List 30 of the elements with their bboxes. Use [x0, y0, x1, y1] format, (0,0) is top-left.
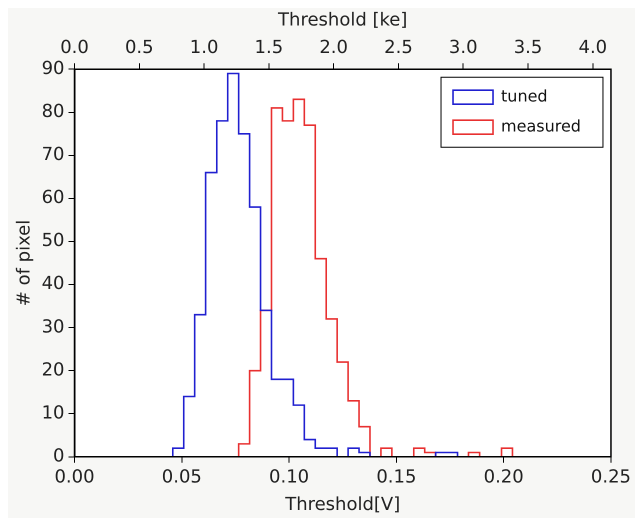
x2-tick-label: 1.0: [190, 37, 218, 58]
x2-tick-label: 2.5: [384, 37, 413, 58]
y-tick-label: 40: [42, 273, 65, 294]
x2-tick-label: 4.0: [578, 37, 608, 58]
x2-tick-label: 2.0: [319, 37, 348, 58]
y-tick-label: 80: [42, 100, 65, 122]
y-tick-label: 0: [53, 445, 65, 466]
y-tick-label: 20: [42, 359, 65, 380]
y-axis-title: # of pixel: [13, 220, 34, 306]
x2-tick-label: 0.5: [124, 37, 154, 58]
y-tick-label: 10: [42, 402, 65, 424]
legend-label: tuned: [501, 86, 548, 106]
x-tick-label: 0.00: [54, 466, 95, 488]
x2-tick-label: 3.0: [448, 37, 478, 58]
x-tick-label: 0.10: [269, 466, 310, 488]
x2-tick-label: 1.5: [254, 37, 284, 58]
x-tick-label: 0.25: [590, 466, 631, 488]
legend-label: measured: [501, 116, 581, 136]
x-tick-label: 0.05: [162, 466, 202, 488]
x-tick-label: 0.20: [484, 466, 524, 488]
y-tick-label: 60: [42, 187, 65, 208]
x2-tick-label: 0.0: [60, 37, 89, 58]
x-axis-title: Threshold[V]: [284, 494, 400, 515]
x2-tick-label: 3.5: [514, 37, 542, 58]
y-tick-label: 70: [42, 144, 65, 166]
y-tick-label: 30: [42, 316, 65, 338]
x-tick-label: 0.15: [376, 466, 416, 488]
y-tick-label: 50: [42, 230, 65, 252]
y-tick-label: 90: [42, 58, 65, 79]
x2-axis-title: Threshold [ke]: [277, 9, 408, 30]
